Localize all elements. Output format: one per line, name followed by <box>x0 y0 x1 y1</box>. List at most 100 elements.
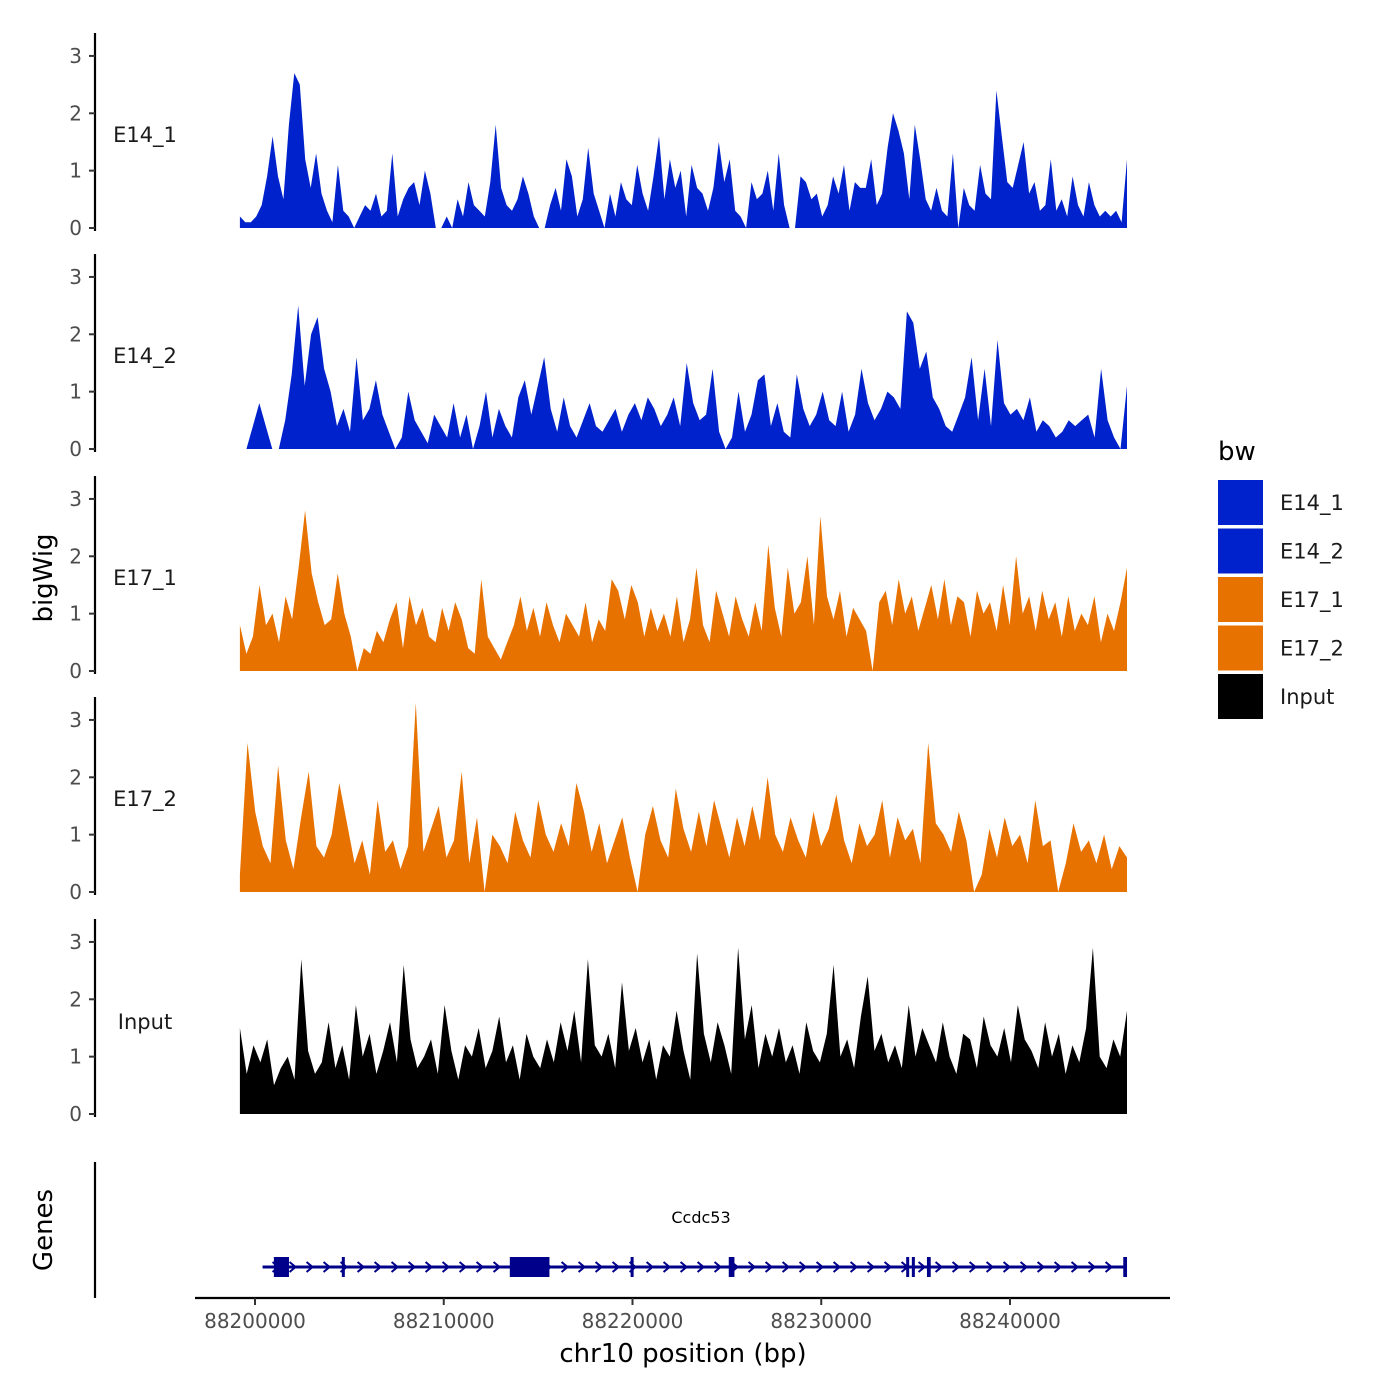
x-tick-label-88240000: 88240000 <box>959 1309 1061 1333</box>
gene-exon <box>341 1257 345 1277</box>
legend-swatch-E17_2 <box>1218 625 1263 671</box>
y-tick-label-E14_2-2: 2 <box>69 322 82 346</box>
gene-exon <box>926 1257 931 1277</box>
gene-strand-chevron <box>951 1261 961 1273</box>
gene-strand-chevron <box>373 1261 383 1273</box>
track-E14_1: 0 1 2 3 E14_1 <box>69 33 1127 240</box>
track-label-E14_2: E14_2 <box>113 344 177 369</box>
y-axis-title: bigWig <box>29 533 59 622</box>
gene-strand-chevron <box>560 1261 570 1273</box>
legend-swatch-E14_1 <box>1218 480 1263 525</box>
gene-strand-chevron <box>492 1261 502 1273</box>
gene-exon <box>906 1257 910 1277</box>
y-tick-label-Input-0: 0 <box>69 1102 82 1126</box>
gene-model <box>262 1257 1128 1277</box>
legend: bw E14_1 E14_2 E17_1 E17_2 Input <box>1218 437 1344 719</box>
track-E14_2: 0 1 2 3 E14_2 <box>69 254 1127 461</box>
gene-strand-chevron <box>662 1261 672 1273</box>
y-tick-label-E14_2-3: 3 <box>69 265 82 289</box>
gene-exon <box>1123 1257 1128 1277</box>
y-tick-label-Input-3: 3 <box>69 930 82 954</box>
gene-strand-chevron <box>1019 1261 1029 1273</box>
gene-strand-chevron <box>883 1261 893 1273</box>
y-tick-label-E14_2-1: 1 <box>69 380 82 404</box>
y-tick-label-E14_1-2: 2 <box>69 101 82 125</box>
y-tick-label-E17_2-0: 0 <box>69 880 82 904</box>
y-tick-label-E17_1-0: 0 <box>69 659 82 683</box>
gene-strand-chevron <box>781 1261 791 1273</box>
x-tick-label-88220000: 88220000 <box>582 1309 684 1333</box>
gene-strand-chevron <box>985 1261 995 1273</box>
y-tick-label-Input-2: 2 <box>69 987 82 1011</box>
gene-exon <box>728 1257 735 1277</box>
gene-strand-chevron <box>713 1261 723 1273</box>
gene-exon <box>630 1257 634 1277</box>
track-label-Input: Input <box>118 1010 172 1034</box>
y-tick-label-Input-1: 1 <box>69 1045 82 1069</box>
legend-title: bw <box>1218 437 1256 467</box>
x-tick-label-88200000: 88200000 <box>204 1309 306 1333</box>
gene-strand-chevron <box>356 1261 366 1273</box>
signal-area-E14_1 <box>239 73 1127 228</box>
gene-strand-chevron <box>475 1261 485 1273</box>
legend-swatch-E17_1 <box>1218 577 1263 622</box>
gene-strand-chevron <box>747 1261 757 1273</box>
signal-area-E14_2 <box>239 305 1127 449</box>
y-tick-label-E17_1-2: 2 <box>69 544 82 568</box>
y-tick-label-E17_1-1: 1 <box>69 602 82 626</box>
gene-strand-chevron <box>679 1261 689 1273</box>
gene-strand-chevron <box>968 1261 978 1273</box>
y-tick-label-E14_1-3: 3 <box>69 44 82 68</box>
gene-strand-chevron <box>696 1261 706 1273</box>
gene-strand-chevron <box>645 1261 655 1273</box>
signal-area-E17_2 <box>239 702 1127 892</box>
gene-strand-chevron <box>611 1261 621 1273</box>
track-label-E17_2: E17_2 <box>113 787 177 812</box>
signal-area-Input <box>239 947 1127 1114</box>
legend-label-E17_2: E17_2 <box>1280 637 1344 662</box>
x-tick-label-88210000: 88210000 <box>393 1309 495 1333</box>
gene-strand-chevron <box>1104 1261 1114 1273</box>
gene-exon <box>911 1257 915 1277</box>
genes-panel: Genes Ccdc53 <box>29 1162 1128 1298</box>
gene-strand-chevron <box>322 1261 332 1273</box>
gene-exon <box>509 1257 550 1277</box>
gene-strand-chevron <box>917 1261 927 1273</box>
signal-area-E17_1 <box>239 510 1127 671</box>
gene-strand-chevron <box>849 1261 859 1273</box>
y-tick-label-E14_1-0: 0 <box>69 216 82 240</box>
track-label-E17_1: E17_1 <box>113 566 177 591</box>
gene-strand-chevron <box>305 1261 315 1273</box>
gene-strand-chevron <box>288 1261 298 1273</box>
gene-strand-chevron <box>407 1261 417 1273</box>
x-axis: 88200000 88210000 88220000 88230000 88240000 <box>195 1296 1170 1333</box>
gene-strand-chevron <box>424 1261 434 1273</box>
genes-axis-title: Genes <box>29 1189 59 1271</box>
track-label-E14_1: E14_1 <box>113 123 177 148</box>
gene-strand-chevron <box>815 1261 825 1273</box>
legend-label-Input: Input <box>1280 685 1334 709</box>
legend-swatch-E14_2 <box>1218 528 1263 574</box>
gene-strand-chevron <box>1036 1261 1046 1273</box>
legend-swatch-Input <box>1218 674 1263 719</box>
gene-strand-chevron <box>441 1261 451 1273</box>
gene-strand-chevron <box>594 1261 604 1273</box>
x-axis-title: chr10 position (bp) <box>559 1339 806 1369</box>
gene-strand-chevron <box>1070 1261 1080 1273</box>
gene-strand-chevron <box>577 1261 587 1273</box>
y-tick-label-E14_1-1: 1 <box>69 159 82 183</box>
y-tick-label-E17_2-1: 1 <box>69 823 82 847</box>
track-Input: 0 1 2 3 Input <box>69 919 1127 1126</box>
legend-label-E14_2: E14_2 <box>1280 540 1344 565</box>
gene-strand-chevron <box>1053 1261 1063 1273</box>
y-tick-label-E17_2-3: 3 <box>69 708 82 732</box>
gene-strand-chevron <box>1087 1261 1097 1273</box>
track-E17_1: 0 1 2 3 E17_1 <box>69 476 1127 683</box>
y-tick-label-E17_1-3: 3 <box>69 487 82 511</box>
y-tick-label-E17_2-2: 2 <box>69 765 82 789</box>
y-tick-label-E14_2-0: 0 <box>69 437 82 461</box>
gene-strand-chevron <box>458 1261 468 1273</box>
gene-strand-chevron <box>866 1261 876 1273</box>
gene-strand-chevron <box>390 1261 400 1273</box>
gene-exon <box>273 1257 289 1277</box>
